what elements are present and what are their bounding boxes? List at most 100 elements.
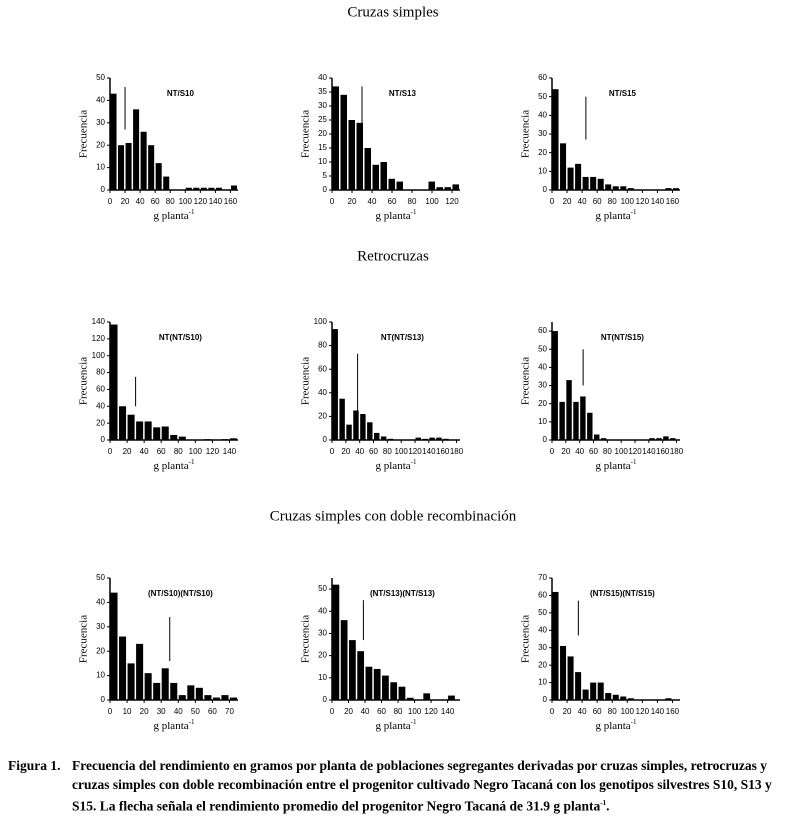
x-tick-label: 80 (603, 447, 612, 456)
x-tick-label: 40 (140, 447, 149, 456)
x-tick-label: 100 (179, 197, 193, 206)
x-axis-label-text: g planta (376, 210, 411, 222)
bar (119, 636, 127, 700)
bar (125, 142, 132, 190)
bar (212, 697, 220, 700)
chart-title: (NT/S15)(NT/S15) (590, 589, 655, 598)
bar (365, 666, 373, 700)
x-tick-label: 40 (578, 707, 587, 716)
bar (590, 176, 597, 190)
x-tick-label: 120 (445, 197, 459, 206)
section-title: Cruzas simples (347, 4, 438, 20)
bar (118, 145, 125, 190)
caption-sup: -1 (600, 799, 607, 807)
bar (587, 412, 593, 440)
y-tick-label: 5 (323, 171, 328, 180)
y-tick-label: 10 (538, 678, 547, 687)
y-tick-label: 100 (92, 351, 106, 360)
bar (436, 437, 442, 440)
x-tick-label: 140 (651, 707, 665, 716)
y-axis-label: Frecuencia (78, 615, 90, 663)
x-tick-label: 160 (224, 197, 238, 206)
bar (221, 695, 229, 700)
y-tick-label: 30 (96, 622, 105, 631)
x-axis-label: g planta-1 (596, 458, 637, 472)
bar (567, 656, 574, 700)
x-tick-label: 20 (341, 447, 350, 456)
bar (349, 640, 356, 700)
section-title: Retrocruzas (357, 248, 429, 264)
chart-title: (NT/S10)(NT/S10) (148, 589, 213, 598)
caption-body: Frecuencia del rendimiento en gramos por… (72, 758, 772, 814)
chart-title: NT/S10 (167, 89, 195, 98)
bar (649, 438, 655, 440)
y-tick-label: 40 (538, 362, 547, 371)
caption-text: Frecuencia del rendimiento en gramos por… (72, 756, 778, 816)
bar (429, 437, 435, 440)
bar (597, 682, 604, 700)
y-tick-label: 25 (318, 115, 327, 124)
x-tick-label: 80 (408, 197, 417, 206)
chart-title: NT(NT/S13) (381, 333, 424, 342)
x-tick-label: 40 (174, 707, 183, 716)
y-tick-label: 20 (538, 148, 547, 157)
y-tick-label: 20 (96, 418, 105, 427)
bar (229, 697, 237, 700)
bar (348, 120, 355, 190)
y-tick-label: 40 (318, 388, 327, 397)
x-axis-label-sup: -1 (411, 208, 417, 216)
chart-title: NT(NT/S15) (601, 333, 644, 342)
x-tick-label: 140 (223, 447, 237, 456)
y-tick-label: 80 (96, 368, 105, 377)
bar (204, 695, 212, 700)
bar (612, 186, 619, 190)
bar (153, 682, 161, 700)
bar (560, 645, 567, 700)
bar (448, 695, 455, 700)
y-tick-label: 60 (538, 591, 547, 600)
x-tick-label: 100 (425, 197, 439, 206)
y-tick-label: 10 (538, 417, 547, 426)
y-tick-label: 10 (318, 673, 327, 682)
bar (388, 178, 395, 190)
y-axis-label: Frecuencia (78, 357, 90, 405)
x-axis-label: g planta-1 (376, 208, 417, 222)
bar (605, 184, 612, 190)
y-tick-label: 120 (92, 334, 106, 343)
x-tick-label: 60 (369, 447, 378, 456)
y-tick-label: 35 (318, 87, 327, 96)
x-tick-label: 160 (666, 707, 680, 716)
x-axis-label-sup: -1 (631, 458, 637, 466)
bar (373, 668, 381, 700)
y-tick-label: 20 (318, 412, 327, 421)
y-tick-label: 30 (318, 101, 327, 110)
x-tick-label: 0 (108, 197, 113, 206)
x-axis-label: g planta-1 (154, 458, 195, 472)
bar (356, 122, 363, 190)
bar (415, 437, 421, 440)
x-axis-label-sup: -1 (189, 458, 195, 466)
y-tick-label: 20 (318, 129, 327, 138)
caption-label: Figura 1. (8, 758, 61, 773)
bar (136, 421, 144, 440)
bar (605, 693, 612, 700)
bar (119, 406, 127, 440)
x-axis-label: g planta-1 (596, 718, 637, 732)
x-tick-label: 20 (121, 197, 130, 206)
figure: Cruzas simples Retrocruzas Cruzas simples … (78, 4, 684, 732)
x-axis-label-text: g planta (154, 460, 189, 472)
bar (580, 396, 586, 440)
bar (332, 329, 338, 440)
x-tick-label: 20 (140, 707, 149, 716)
x-tick-label: 100 (621, 707, 635, 716)
x-tick-label: 100 (615, 447, 629, 456)
x-tick-label: 60 (593, 707, 602, 716)
bar (380, 162, 387, 190)
bar (127, 414, 135, 440)
x-tick-label: 80 (174, 447, 183, 456)
y-tick-label: 10 (96, 163, 105, 172)
bar (170, 434, 178, 440)
bar (346, 424, 352, 440)
x-tick-label: 140 (209, 197, 223, 206)
x-tick-label: 20 (563, 197, 572, 206)
